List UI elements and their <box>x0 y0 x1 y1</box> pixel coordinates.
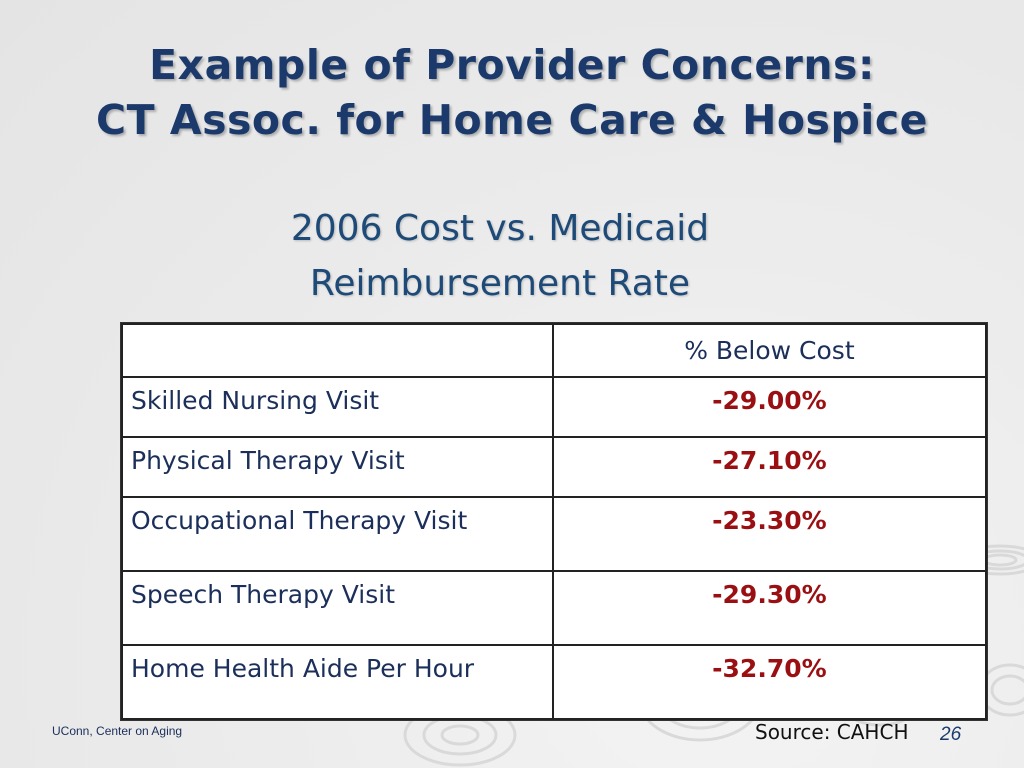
table-header-label <box>121 323 554 378</box>
table-row: Speech Therapy Visit -29.30% <box>121 570 988 646</box>
slide-title-line1: Example of Provider Concerns: <box>149 41 875 89</box>
percent-below-cost: -27.10% <box>551 436 988 498</box>
percent-below-cost: -29.00% <box>551 376 988 438</box>
footer-organization: UConn, Center on Aging <box>52 724 183 738</box>
slide-title: Example of Provider Concerns: CT Assoc. … <box>0 38 1024 148</box>
percent-below-cost: -32.70% <box>551 644 988 720</box>
service-label: Physical Therapy Visit <box>121 436 554 498</box>
service-label: Speech Therapy Visit <box>121 570 554 646</box>
table-row: Physical Therapy Visit -27.10% <box>121 436 988 498</box>
table-row: Home Health Aide Per Hour -32.70% <box>121 644 988 720</box>
slide-subtitle-line2: Reimbursement Rate <box>309 263 691 304</box>
slide-subtitle: 2006 Cost vs. Medicaid Reimbursement Rat… <box>0 201 1000 311</box>
service-label: Skilled Nursing Visit <box>121 376 554 438</box>
table-header-value: % Below Cost <box>551 323 988 378</box>
page-number: 26 <box>940 724 962 745</box>
percent-below-cost: -29.30% <box>551 570 988 646</box>
slide-subtitle-line1: 2006 Cost vs. Medicaid <box>290 208 710 249</box>
table-header-row: % Below Cost <box>121 323 988 378</box>
slide-title-line2: CT Assoc. for Home Care & Hospice <box>96 96 928 144</box>
source-citation: Source: CAHCH <box>755 720 909 744</box>
percent-below-cost: -23.30% <box>551 496 988 572</box>
service-label: Home Health Aide Per Hour <box>121 644 554 720</box>
table-row: Skilled Nursing Visit -29.00% <box>121 376 988 438</box>
cost-table: % Below Cost Skilled Nursing Visit -29.0… <box>121 323 988 720</box>
service-label: Occupational Therapy Visit <box>121 496 554 572</box>
table-row: Occupational Therapy Visit -23.30% <box>121 496 988 572</box>
